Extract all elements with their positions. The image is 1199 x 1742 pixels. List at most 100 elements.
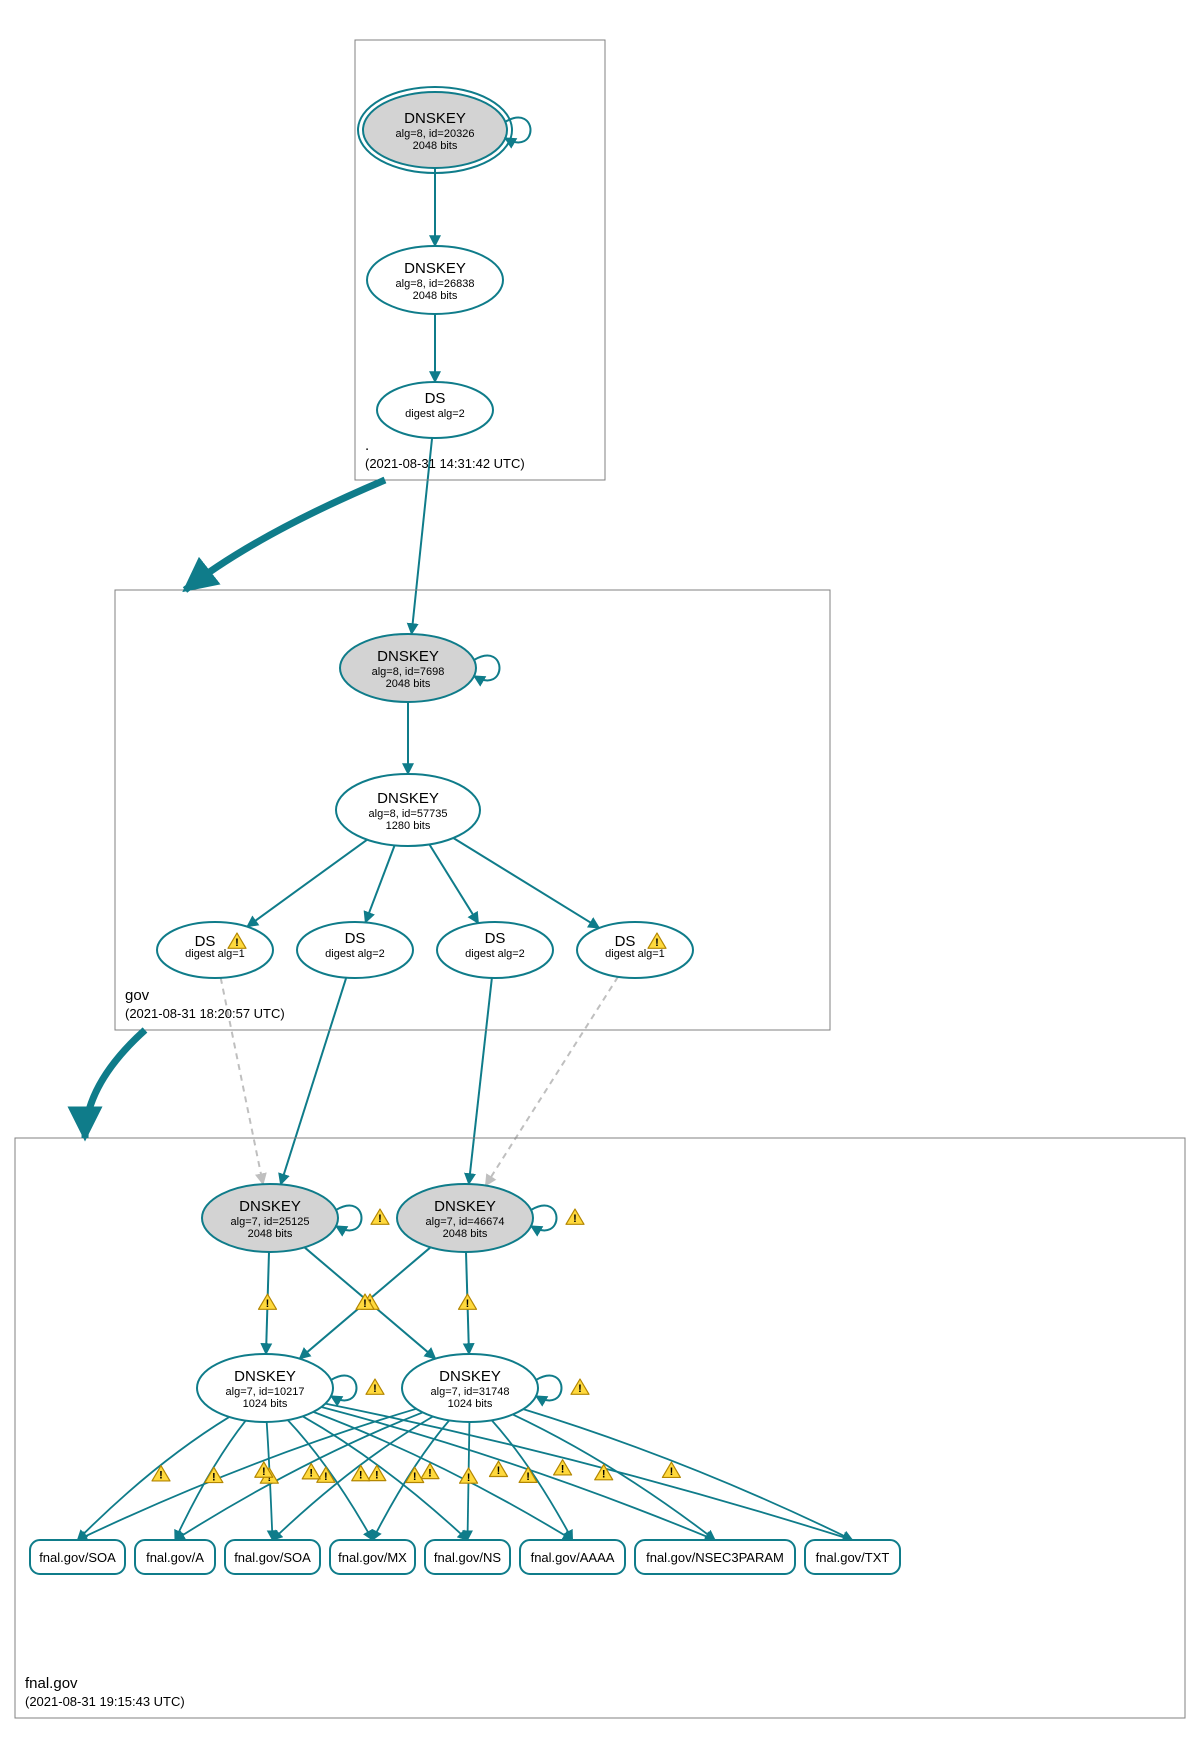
- svg-text:digest alg=2: digest alg=2: [325, 948, 385, 960]
- zone-box-fnal: [15, 1138, 1185, 1718]
- svg-text:!: !: [561, 1464, 565, 1476]
- svg-text:digest alg=2: digest alg=2: [405, 408, 465, 420]
- svg-text:DNSKEY: DNSKEY: [439, 1368, 501, 1385]
- svg-text:alg=7, id=25125: alg=7, id=25125: [231, 1216, 310, 1228]
- dnssec-diagram: fnal.gov/SOA fnal.gov/A fnal.gov/SOA fnal.g…: [0, 0, 1199, 1742]
- svg-text:!: !: [375, 1469, 379, 1481]
- svg-text:!: !: [467, 1472, 471, 1484]
- rr-edge: [325, 1404, 852, 1540]
- node-fnal_ksk2: DNSKEYalg=7, id=466742048 bits!: [397, 1184, 584, 1252]
- svg-text:DS: DS: [425, 390, 446, 407]
- zone-label: .: [365, 437, 369, 454]
- node-fnal_zsk2: DNSKEYalg=7, id=317481024 bits!: [402, 1354, 589, 1422]
- svg-text:alg=7, id=10217: alg=7, id=10217: [226, 1386, 305, 1398]
- warning-icon: !: [205, 1467, 223, 1483]
- zone-arrow: [185, 480, 385, 590]
- svg-text:alg=8, id=26838: alg=8, id=26838: [396, 278, 475, 290]
- svg-text:!: !: [266, 1298, 270, 1310]
- node-fnal_ksk1: DNSKEYalg=7, id=251252048 bits!: [202, 1184, 389, 1252]
- warning-icon: !: [489, 1461, 507, 1477]
- svg-text:!: !: [262, 1466, 266, 1478]
- svg-text:DNSKEY: DNSKEY: [377, 790, 439, 807]
- node-gov_ds4: DS!digest alg=1: [577, 922, 693, 978]
- warning-icon: !: [571, 1379, 589, 1395]
- svg-text:alg=7, id=46674: alg=7, id=46674: [426, 1216, 505, 1228]
- svg-text:1024 bits: 1024 bits: [243, 1398, 288, 1410]
- svg-text:2048 bits: 2048 bits: [443, 1228, 488, 1240]
- svg-text:!: !: [212, 1471, 216, 1483]
- node-root_ds: DSdigest alg=2: [377, 382, 493, 438]
- zone-timestamp: (2021-08-31 19:15:43 UTC): [25, 1694, 185, 1709]
- rrset-label: fnal.gov/TXT: [816, 1550, 890, 1565]
- zone-timestamp: (2021-08-31 18:20:57 UTC): [125, 1006, 285, 1021]
- edge: [429, 844, 478, 923]
- node-root_zsk: DNSKEYalg=8, id=268382048 bits: [367, 246, 503, 314]
- self-loop: [505, 118, 531, 143]
- rr-edge: [513, 1414, 715, 1540]
- svg-text:2048 bits: 2048 bits: [386, 678, 431, 690]
- edge-layer: [78, 168, 853, 1540]
- svg-text:2048 bits: 2048 bits: [248, 1228, 293, 1240]
- warning-icon: !: [460, 1468, 478, 1484]
- self-loop: [531, 1206, 557, 1231]
- svg-text:DNSKEY: DNSKEY: [434, 1198, 496, 1215]
- self-loop: [331, 1376, 357, 1401]
- edge: [486, 977, 618, 1186]
- svg-text:digest alg=1: digest alg=1: [185, 948, 245, 960]
- svg-text:!: !: [378, 1213, 382, 1225]
- edge: [247, 840, 367, 927]
- warning-icon: !: [352, 1465, 370, 1481]
- svg-text:!: !: [324, 1471, 328, 1483]
- svg-text:DNSKEY: DNSKEY: [377, 648, 439, 665]
- warning-icon: !: [566, 1209, 584, 1225]
- rrset-label: fnal.gov/NS: [434, 1550, 502, 1565]
- svg-text:alg=8, id=7698: alg=8, id=7698: [372, 666, 445, 678]
- svg-text:1024 bits: 1024 bits: [448, 1398, 493, 1410]
- rrset-label: fnal.gov/SOA: [234, 1550, 311, 1565]
- rrset-label: fnal.gov/MX: [338, 1550, 407, 1565]
- self-loop: [336, 1206, 362, 1231]
- svg-text:alg=8, id=57735: alg=8, id=57735: [369, 808, 448, 820]
- warning-icon: !: [368, 1465, 386, 1481]
- svg-text:DS: DS: [485, 930, 506, 947]
- zone-label: fnal.gov: [25, 1675, 78, 1692]
- svg-text:!: !: [413, 1471, 417, 1483]
- warning-icon: !: [366, 1379, 384, 1395]
- node-gov_ds2: DSdigest alg=2: [297, 922, 413, 978]
- node-gov_ksk: DNSKEYalg=8, id=76982048 bits: [340, 634, 500, 702]
- svg-text:!: !: [573, 1213, 577, 1225]
- svg-text:!: !: [309, 1468, 313, 1480]
- svg-text:!: !: [359, 1469, 363, 1481]
- edge: [365, 845, 394, 922]
- rrset-label: fnal.gov/NSEC3PARAM: [646, 1550, 784, 1565]
- edge: [469, 978, 492, 1184]
- edge: [453, 838, 599, 928]
- svg-text:DNSKEY: DNSKEY: [234, 1368, 296, 1385]
- svg-text:digest alg=1: digest alg=1: [605, 948, 665, 960]
- svg-text:alg=8, id=20326: alg=8, id=20326: [396, 128, 475, 140]
- rrset-label: fnal.gov/SOA: [39, 1550, 116, 1565]
- svg-text:DNSKEY: DNSKEY: [239, 1198, 301, 1215]
- edge: [281, 978, 347, 1185]
- svg-text:!: !: [670, 1466, 674, 1478]
- warning-icon: !: [662, 1462, 680, 1478]
- node-fnal_zsk1: DNSKEYalg=7, id=102171024 bits!: [197, 1354, 384, 1422]
- svg-text:!: !: [497, 1465, 501, 1477]
- svg-text:1280 bits: 1280 bits: [386, 820, 431, 832]
- svg-text:DS: DS: [345, 930, 366, 947]
- zone-timestamp: (2021-08-31 14:31:42 UTC): [365, 456, 525, 471]
- svg-text:2048 bits: 2048 bits: [413, 140, 458, 152]
- node-gov_ds3: DSdigest alg=2: [437, 922, 553, 978]
- self-loop: [474, 656, 500, 681]
- rrset-label: fnal.gov/AAAA: [531, 1550, 615, 1565]
- warning-icon: !: [371, 1209, 389, 1225]
- svg-text:DNSKEY: DNSKEY: [404, 110, 466, 127]
- svg-text:DNSKEY: DNSKEY: [404, 260, 466, 277]
- svg-text:!: !: [373, 1383, 377, 1395]
- svg-text:!: !: [578, 1383, 582, 1395]
- warning-icon: !: [554, 1460, 572, 1476]
- rrset-label: fnal.gov/A: [146, 1550, 204, 1565]
- self-loop: [536, 1376, 562, 1401]
- warning-icon: !: [152, 1466, 170, 1482]
- svg-text:!: !: [363, 1298, 367, 1310]
